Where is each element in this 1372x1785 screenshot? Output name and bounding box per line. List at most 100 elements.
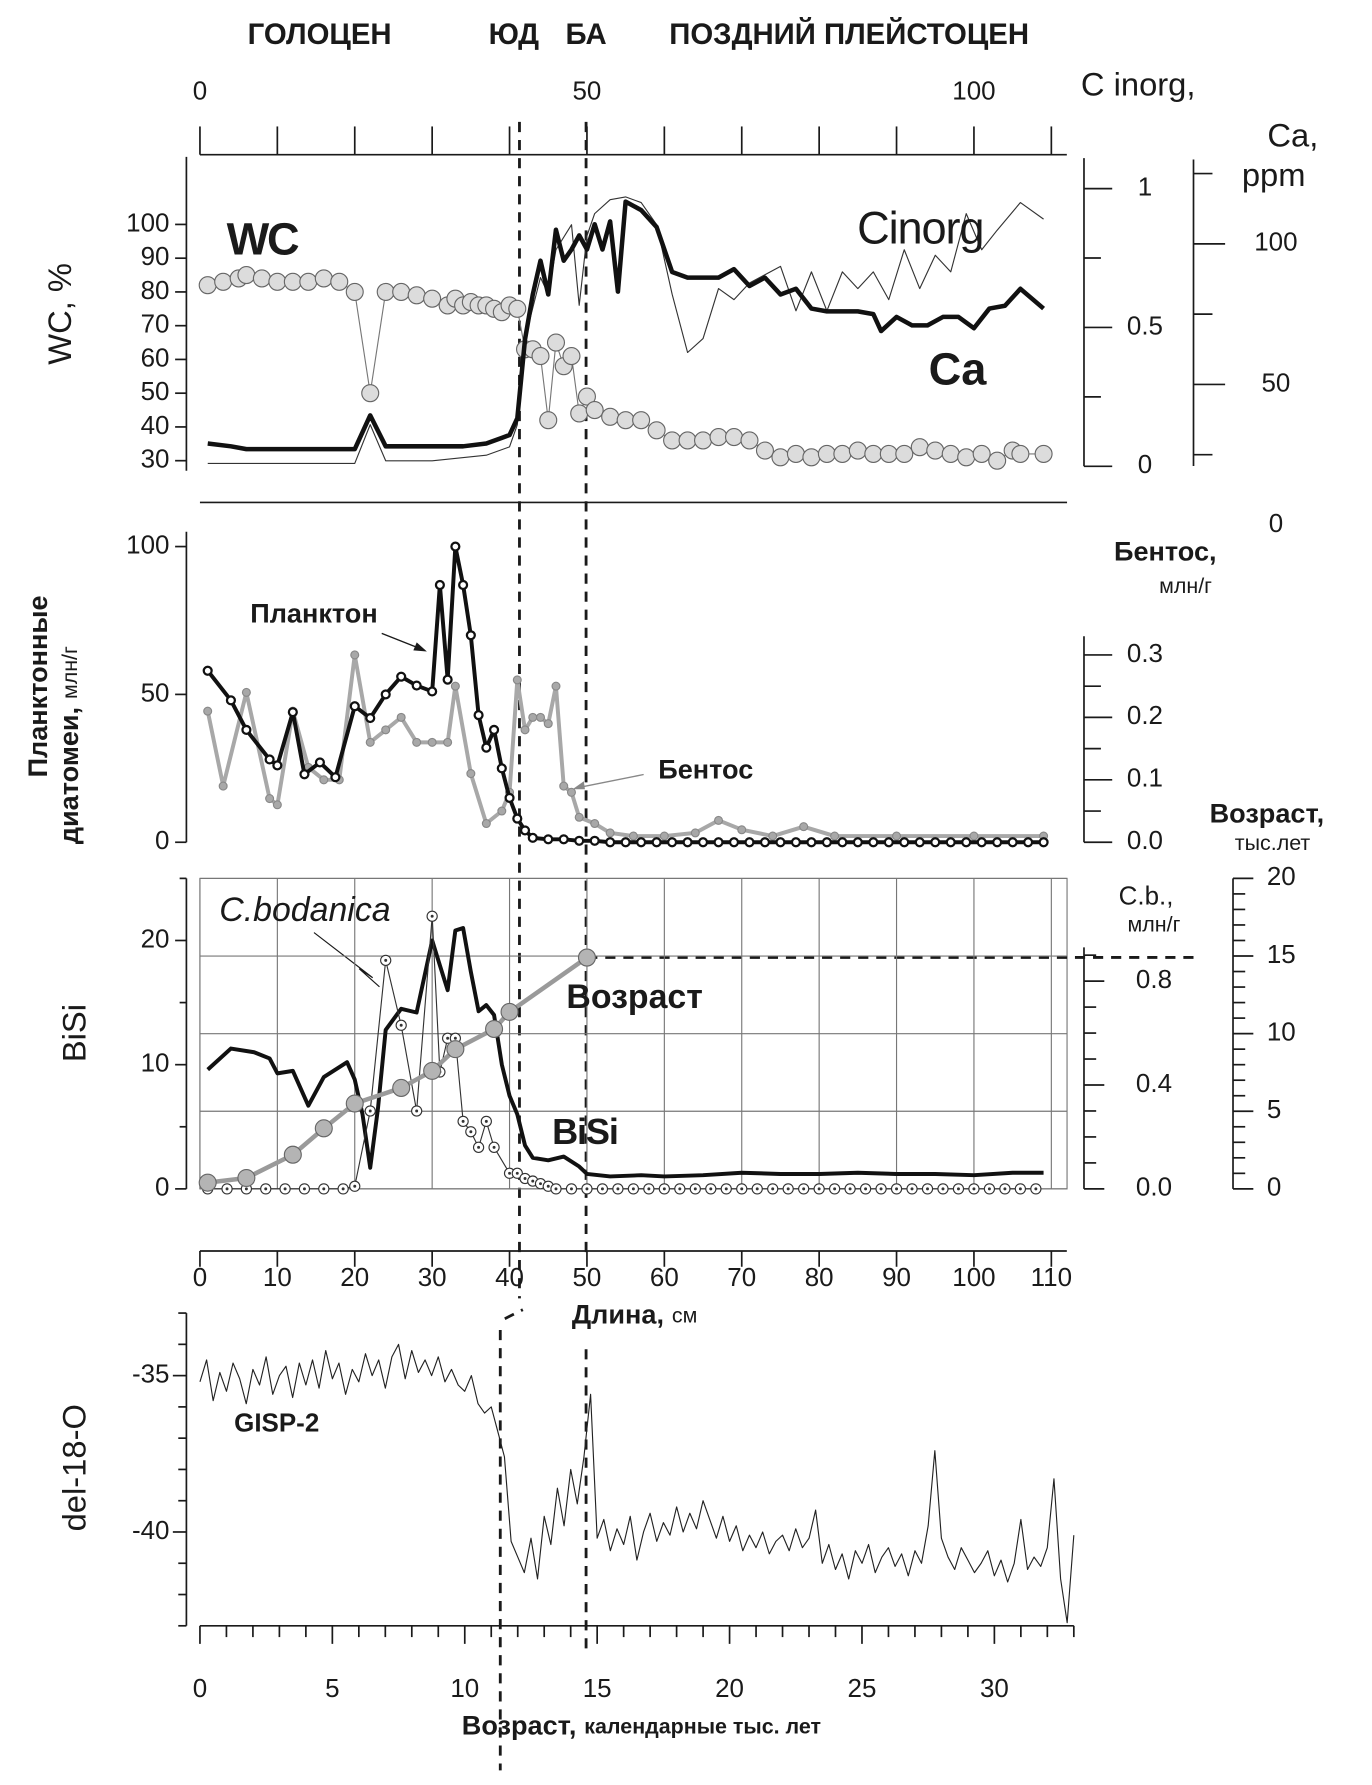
marker [627, 1183, 640, 1195]
marker-dot [546, 1184, 550, 1188]
tick-label: 5 [1267, 1094, 1281, 1124]
marker-dot [724, 1187, 728, 1191]
marker [423, 1061, 442, 1080]
marker-dot [910, 1187, 914, 1191]
marker [837, 837, 848, 848]
tick-label: 100 [126, 529, 169, 559]
marker [972, 444, 991, 463]
tick-label: 20 [715, 1673, 744, 1703]
marker-dot [225, 1187, 229, 1191]
marker [926, 441, 945, 460]
marker [581, 1183, 593, 1195]
marker [198, 1173, 217, 1192]
marker [411, 680, 422, 691]
marker-dot [302, 1187, 306, 1191]
marker [443, 737, 453, 747]
marker [601, 407, 620, 426]
marker [775, 837, 786, 848]
marker [450, 541, 461, 552]
marker-dot [956, 1187, 960, 1191]
marker [365, 737, 375, 747]
marker-dot [415, 1109, 419, 1113]
marker [957, 448, 976, 467]
marker [480, 1115, 492, 1128]
marker [697, 837, 709, 848]
series-label: C.bodanica [219, 891, 390, 929]
marker [999, 1183, 1011, 1195]
marker-dot [631, 1187, 635, 1191]
marker [446, 1040, 465, 1059]
tick-label: 0 [1269, 508, 1283, 538]
marker [345, 1094, 364, 1113]
tick-label: 0.0 [1136, 1172, 1172, 1202]
marker [488, 1141, 500, 1153]
marker [1030, 1183, 1042, 1195]
marker [531, 347, 550, 366]
marker-dot [585, 1187, 589, 1191]
axis-title: del-18-O [56, 1404, 93, 1531]
tick-label: 80 [141, 275, 170, 305]
series-label: Ca [929, 344, 988, 395]
tick-label: 0 [193, 1262, 207, 1292]
marker [720, 1183, 732, 1195]
marker-dot [477, 1145, 481, 1149]
marker [380, 689, 391, 700]
marker [728, 837, 740, 848]
marker [968, 1183, 980, 1195]
marker [714, 815, 724, 825]
marker-dot [1034, 1187, 1038, 1191]
axis-title-part: млн/г [58, 646, 82, 699]
marker-dot [709, 1187, 713, 1191]
marker [744, 837, 755, 848]
marker [299, 769, 310, 780]
marker-dot [353, 1184, 357, 1188]
marker [504, 792, 515, 803]
marker [806, 837, 817, 848]
tick-label: 110 [1031, 1262, 1072, 1292]
marker [299, 272, 318, 291]
marker [921, 1183, 934, 1195]
marker [380, 954, 392, 966]
axis-title-part: Возраст, [462, 1710, 577, 1741]
marker [759, 837, 771, 848]
marker [519, 825, 531, 836]
tick-label: 100 [952, 75, 995, 105]
marker [349, 1180, 361, 1192]
marker [318, 1183, 330, 1195]
marker [407, 286, 426, 305]
marker [632, 411, 651, 430]
tick-label: 50 [573, 1262, 602, 1292]
marker [612, 1183, 624, 1195]
marker [941, 444, 960, 463]
marker [252, 269, 271, 288]
axis-title: тыс.лет [1235, 831, 1311, 855]
marker-dot [430, 914, 434, 918]
marker-dot [1003, 1187, 1007, 1191]
marker [472, 1141, 485, 1153]
marker [442, 674, 453, 685]
marker [868, 837, 879, 848]
marker [705, 1183, 717, 1195]
marker [458, 579, 469, 591]
marker [539, 411, 558, 430]
marker-dot [264, 1187, 268, 1191]
axis-title-part: диатомеи, [53, 707, 84, 844]
axis-title: диатомеи, млн/г [53, 646, 84, 844]
axis-title: WC, % [41, 263, 78, 365]
marker [381, 725, 391, 735]
arrow [575, 773, 644, 789]
marker [203, 706, 213, 716]
axis-title: Бентос, [1114, 535, 1217, 566]
marker [574, 835, 585, 846]
tick-label: 20 [1267, 861, 1296, 891]
marker [585, 401, 604, 420]
marker [709, 428, 728, 447]
marker [265, 794, 275, 804]
marker-dot [244, 1187, 248, 1191]
marker [376, 282, 395, 301]
tick-label: 1 [1138, 171, 1152, 201]
arrow-head [572, 781, 585, 790]
series-line [199, 1343, 1075, 1624]
tick-label: 15 [583, 1673, 612, 1703]
marker [508, 299, 527, 318]
